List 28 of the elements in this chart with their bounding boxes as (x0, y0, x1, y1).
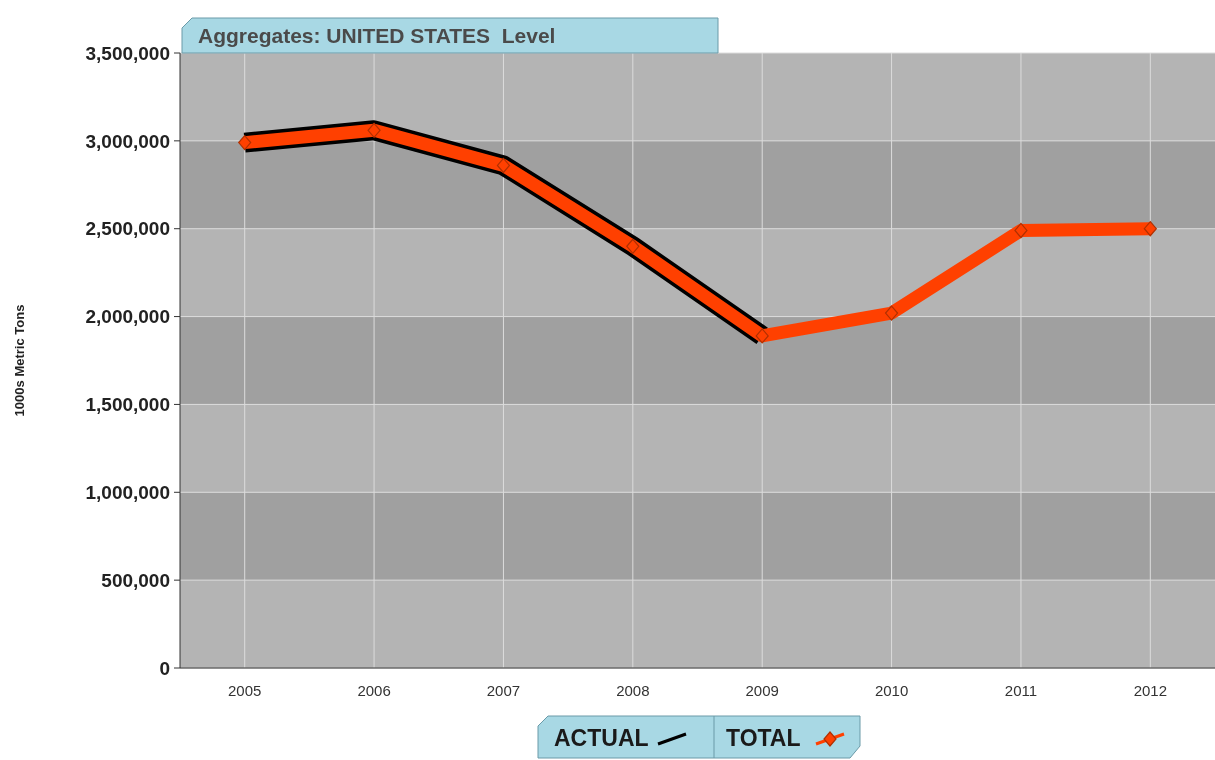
legend-label: ACTUAL (554, 725, 649, 751)
x-tick-label: 2007 (486, 682, 521, 699)
x-tick-label: 2012 (1133, 682, 1167, 699)
point (626, 238, 640, 254)
chart-title: Aggregates: UNITED STATES Level (198, 24, 556, 47)
point (755, 328, 769, 344)
x-tick-label: 2010 (874, 682, 909, 699)
point (1014, 222, 1028, 239)
x-tick-label: 2008 (616, 682, 650, 699)
y-tick-label: 0 (159, 657, 170, 679)
y-tick-label: 1,000,000 (85, 481, 170, 503)
y-tick-label: 3,500,000 (85, 42, 170, 64)
point (1143, 221, 1157, 237)
y-axis-title: 1000s Metric Tons (12, 304, 27, 417)
point (238, 135, 252, 151)
x-tick-label: 2011 (1004, 682, 1038, 699)
y-tick-label: 2,500,000 (85, 218, 170, 240)
y-tick-label: 3,000,000 (85, 130, 170, 152)
x-tick-label: 2005 (228, 682, 262, 699)
point (884, 305, 899, 321)
point (496, 157, 511, 174)
y-tick-label: 1,500,000 (85, 394, 170, 416)
x-tick-label: 2006 (357, 682, 391, 699)
y-tick-label: 2,000,000 (85, 306, 170, 328)
y-tick-label: 500,000 (101, 569, 170, 591)
legend-label: TOTAL (726, 725, 801, 751)
x-tick-label: 2009 (745, 682, 779, 699)
point (367, 122, 381, 138)
